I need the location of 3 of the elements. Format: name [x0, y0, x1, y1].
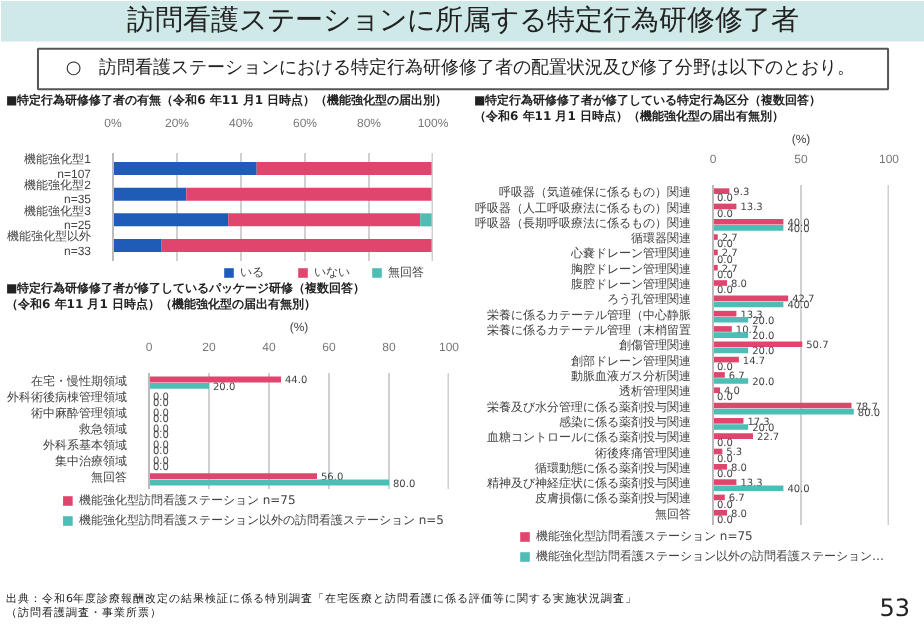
text: ○ 訪問看護ステーションにおける特定行為研修修了者の配置状況及び修了分野は以下のとおり。	[65, 57, 856, 80]
text: 訪問看護ステーションに所属する特定行為研修修了者	[127, 5, 799, 38]
text: 53	[879, 594, 910, 626]
